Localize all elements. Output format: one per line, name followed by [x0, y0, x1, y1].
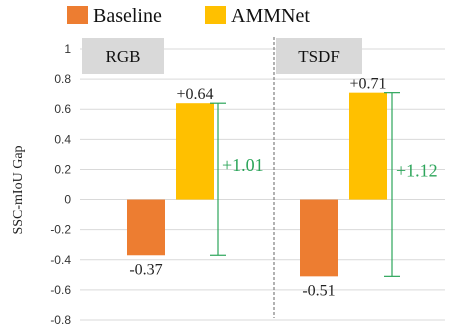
legend: Baseline AMMNet: [67, 5, 310, 27]
bars: -0.37 +0.64 +1.01 -0.51 +0.71 +1.12: [127, 76, 438, 299]
y-tick-labels: 1 0.8 0.6 0.4 0.2 0 -0.2 -0.4 -0.6 -0.8: [50, 42, 71, 327]
legend-label-ammnet: AMMNet: [231, 5, 310, 27]
panels: RGB TSDF: [82, 37, 362, 318]
y-tick-label: -0.2: [50, 223, 71, 237]
y-tick-label: 0.6: [54, 102, 71, 116]
panel-label: RGB: [106, 47, 141, 66]
gridlines: [80, 48, 445, 321]
y-tick-label: 0: [64, 193, 71, 207]
y-tick-label: 0.8: [54, 72, 71, 86]
legend-swatch-baseline: [67, 6, 88, 24]
legend-swatch-ammnet: [205, 6, 226, 24]
gap-label: +1.12: [396, 161, 438, 181]
bar-ammnet: [176, 103, 214, 200]
bar-baseline: [127, 199, 165, 256]
gap-label: +1.01: [222, 155, 264, 175]
y-tick-label: 1: [64, 42, 71, 56]
bar-ammnet: [349, 92, 387, 200]
y-axis-label: SSC-mIoU Gap: [11, 145, 26, 234]
data-label-ammnet: +0.64: [176, 86, 213, 103]
panel-header-tsdf: [276, 38, 362, 74]
y-tick-label: -0.4: [50, 253, 71, 267]
data-label-baseline: -0.37: [129, 261, 162, 278]
y-tick-label: 0.2: [54, 162, 71, 176]
legend-label-baseline: Baseline: [93, 5, 162, 27]
bar-baseline: [300, 199, 338, 277]
panel-header-rgb: [82, 38, 164, 74]
y-tick-label: -0.6: [50, 283, 71, 297]
panel-label: TSDF: [298, 47, 340, 66]
y-tick-label: 0.4: [54, 132, 71, 146]
data-label-baseline: -0.51: [302, 282, 335, 299]
y-tick-label: -0.8: [50, 313, 71, 327]
data-label-ammnet: +0.71: [349, 76, 386, 93]
